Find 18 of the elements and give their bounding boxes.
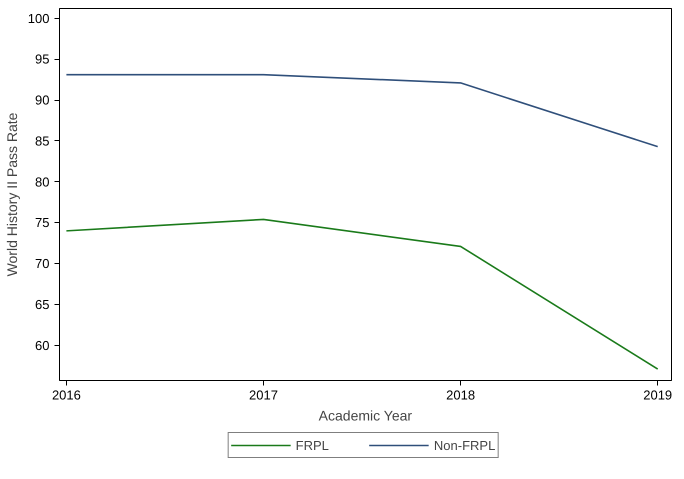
y-tick-label: 70 (35, 256, 50, 272)
y-tick-label: 80 (35, 174, 50, 190)
line-series (66, 218, 659, 370)
y-axis-title: World History II Pass Rate (4, 112, 20, 276)
x-tick-label: 2019 (643, 388, 672, 402)
x-tick-label: 2016 (52, 388, 81, 402)
y-tick-label: 100 (28, 10, 50, 26)
y-tick-label: 85 (35, 133, 50, 148)
x-tick-label: 2017 (249, 388, 278, 402)
legend-label: FRPL (296, 438, 329, 452)
y-tick-label: 75 (35, 215, 50, 230)
y-tick-label: 95 (35, 52, 50, 67)
y-tick-label: 90 (35, 92, 50, 108)
x-axis-title: Academic Year (318, 408, 412, 424)
x-tick-label: 2018 (446, 388, 476, 402)
y-tick-label: 65 (35, 296, 50, 312)
y-tick-label: 60 (35, 338, 50, 353)
legend-label: Non-FRPL (434, 438, 496, 452)
